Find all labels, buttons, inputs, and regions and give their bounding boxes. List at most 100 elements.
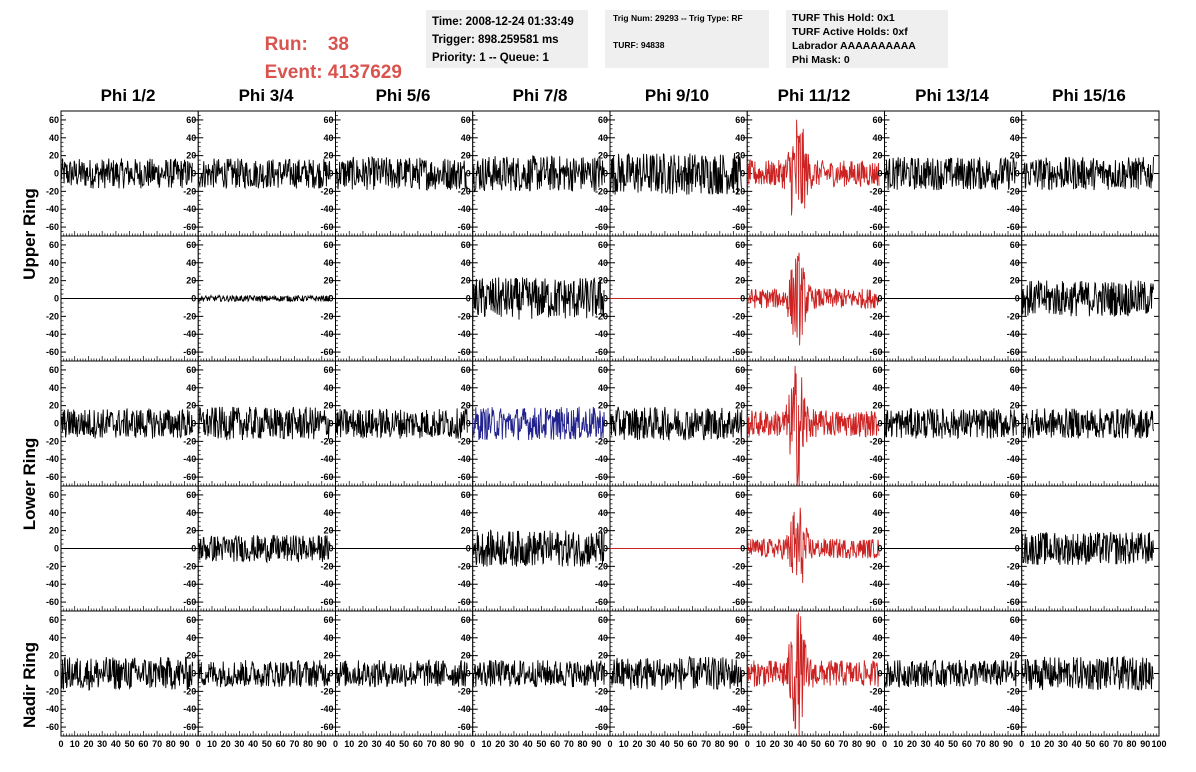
y-tick-label: -20 [320, 436, 333, 446]
y-tick-label: -20 [869, 311, 882, 321]
labrador-text: Labrador AAAAAAAAAA [792, 40, 916, 52]
waveform-trace [746, 612, 880, 737]
y-tick-label: 20 [186, 526, 196, 536]
y-tick-label: 0 [1015, 294, 1020, 304]
y-tick-label: 60 [461, 490, 471, 500]
y-tick-label: -40 [320, 329, 333, 339]
y-tick-label: -40 [183, 329, 196, 339]
trigger-info-box: Trig Num: 29293 -- Trig Type: RF TURF: 9… [605, 10, 769, 68]
y-tick-label: 20 [323, 151, 333, 161]
x-tick-label: 40 [385, 739, 395, 749]
y-tick-label: 40 [735, 508, 745, 518]
x-tick-label: 30 [509, 739, 519, 749]
trig-num-text: Trig Num: 29293 -- Trig Type: RF [613, 13, 743, 23]
y-tick-label: 60 [186, 240, 196, 250]
y-tick-label: 40 [461, 133, 471, 143]
y-tick-label: 0 [603, 294, 608, 304]
y-tick-label: 0 [466, 669, 471, 679]
y-tick-label: -40 [595, 204, 608, 214]
y-tick-label: 0 [877, 294, 882, 304]
waveform-trace [746, 119, 880, 216]
y-tick-label: -20 [595, 686, 608, 696]
y-tick-label: 20 [598, 151, 608, 161]
y-tick-label: -60 [320, 347, 333, 357]
y-tick-label: 60 [598, 115, 608, 125]
y-tick-label: 60 [872, 240, 882, 250]
y-tick-label: -20 [183, 436, 196, 446]
y-tick-label: 20 [49, 151, 59, 161]
y-tick-label: 60 [872, 490, 882, 500]
x-tick-label: 80 [989, 739, 999, 749]
y-tick-label: -60 [183, 222, 196, 232]
y-tick-label: 0 [603, 544, 608, 554]
y-tick-label: 40 [323, 633, 333, 643]
x-tick-label: 70 [289, 739, 299, 749]
y-tick-label: -60 [458, 722, 471, 732]
x-tick-label: 90 [729, 739, 739, 749]
y-tick-label: 0 [191, 544, 196, 554]
y-tick-label: -40 [320, 454, 333, 464]
y-tick-label: -20 [458, 436, 471, 446]
x-tick-label: 80 [166, 739, 176, 749]
x-tick-label: 0 [607, 739, 612, 749]
x-tick-label: 60 [276, 739, 286, 749]
waveform-trace [746, 365, 880, 487]
panel-r0-c0: -60 -40 -20 0 20 40 60 [46, 110, 199, 237]
y-tick-label: 60 [872, 615, 882, 625]
y-tick-label: -20 [320, 311, 333, 321]
x-tick-label: 0 [58, 739, 63, 749]
y-tick-label: -20 [595, 186, 608, 196]
y-tick-label: 40 [598, 508, 608, 518]
y-tick-label: 60 [461, 240, 471, 250]
y-tick-label: -40 [46, 204, 59, 214]
x-tick-label: 10 [619, 739, 629, 749]
panel-r4-c1: -60 -40 -20 0 20 40 60 [183, 610, 336, 737]
panel-r1-c6: -60 -40 -20 0 20 40 60 [869, 235, 1023, 362]
y-tick-label: 40 [1010, 133, 1020, 143]
x-tick-label: 50 [262, 739, 272, 749]
y-tick-label: 60 [186, 115, 196, 125]
y-tick-label: 60 [735, 240, 745, 250]
y-tick-label: 40 [735, 258, 745, 268]
panel-r2-c3: -60 -40 -20 0 20 40 60 [458, 360, 611, 487]
y-tick-label: 40 [598, 383, 608, 393]
y-tick-label: 60 [186, 365, 196, 375]
y-tick-label: -60 [595, 597, 608, 607]
panel-r4-c3: -60 -40 -20 0 20 40 60 [458, 610, 611, 737]
x-tick-label: 30 [97, 739, 107, 749]
y-tick-label: -40 [458, 454, 471, 464]
panel-r4-c5: -60 -40 -20 0 20 40 60 [732, 610, 885, 737]
panel-r3-c7: -60 -40 -20 0 20 40 60 [1007, 485, 1160, 612]
x-tick-label: 50 [125, 739, 135, 749]
x-tick-label: 10 [1030, 739, 1040, 749]
x-tick-label: 0 [745, 739, 750, 749]
x-tick-label: 50 [674, 739, 684, 749]
y-tick-label: -60 [46, 597, 59, 607]
y-tick-label: -60 [46, 347, 59, 357]
run-label: Run: [264, 34, 308, 55]
y-tick-label: 0 [740, 669, 745, 679]
y-tick-label: 60 [598, 615, 608, 625]
y-tick-label: -20 [183, 186, 196, 196]
y-tick-label: 0 [328, 544, 333, 554]
y-tick-label: 40 [872, 633, 882, 643]
y-tick-label: 20 [735, 151, 745, 161]
waveform-trace [609, 152, 743, 195]
y-tick-label: 0 [1015, 169, 1020, 179]
panel-r2-c0: -60 -40 -20 0 20 40 60 [46, 360, 199, 487]
y-tick-label: 20 [598, 401, 608, 411]
x-tick-label: 80 [715, 739, 725, 749]
panel-r3-c6: -60 -40 -20 0 20 40 60 [869, 485, 1023, 612]
y-tick-label: 0 [466, 544, 471, 554]
column-header-phi-11-12: Phi 11/12 [777, 86, 851, 105]
x-tick-label: 20 [632, 739, 642, 749]
panel-r1-c0: -60 -40 -20 0 20 40 60 [46, 235, 199, 362]
y-tick-label: 60 [49, 490, 59, 500]
waveform-trace [472, 659, 605, 688]
y-tick-label: -40 [458, 329, 471, 339]
panel-r2-c5: -60 -40 -20 0 20 40 60 [732, 360, 885, 487]
y-tick-label: 20 [1010, 276, 1020, 286]
y-tick-label: 20 [598, 651, 608, 661]
x-tick-label: 10 [207, 739, 217, 749]
